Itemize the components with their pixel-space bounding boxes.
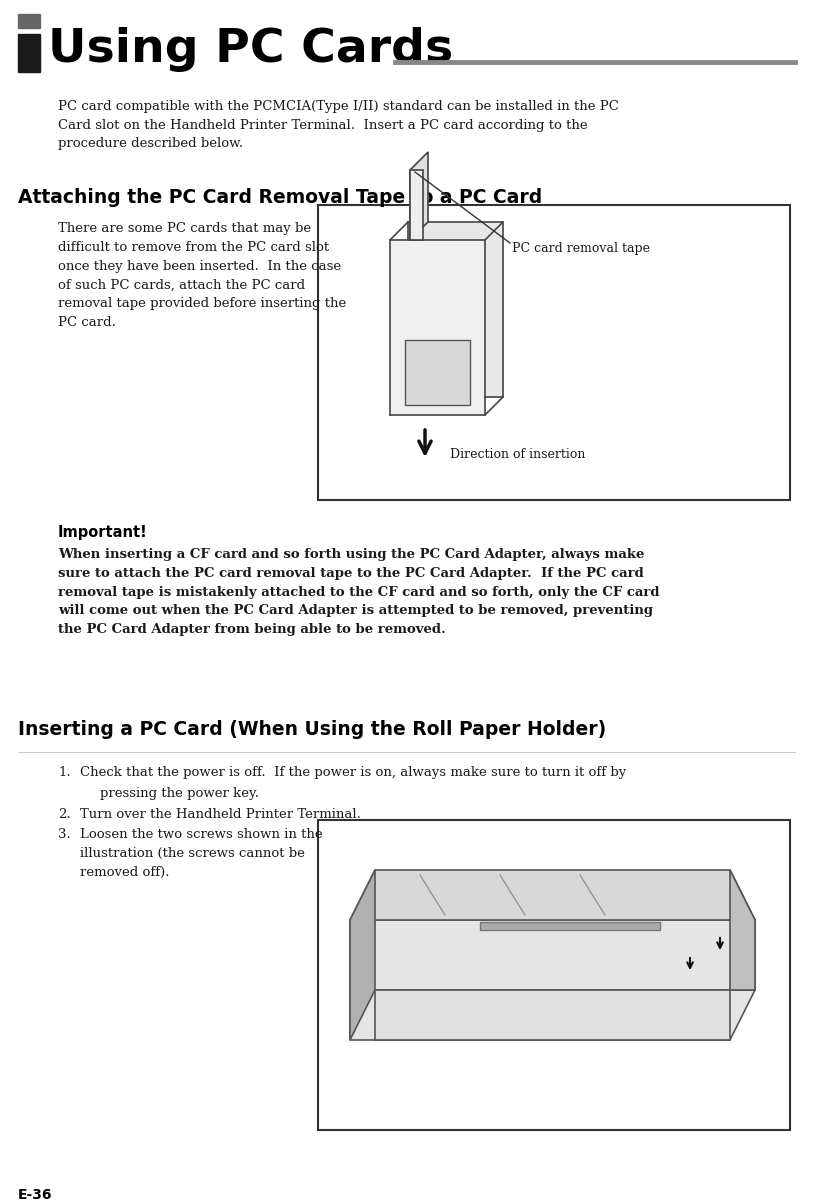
Polygon shape: [350, 920, 755, 1040]
Text: E-36: E-36: [18, 1188, 52, 1202]
Bar: [480, 922, 660, 929]
Text: PC card compatible with the PCMCIA(Type I/II) standard can be installed in the P: PC card compatible with the PCMCIA(Type …: [58, 100, 618, 150]
Polygon shape: [375, 990, 730, 1040]
Text: Turn over the Handheld Printer Terminal.: Turn over the Handheld Printer Terminal.: [80, 808, 361, 821]
Polygon shape: [410, 170, 423, 240]
Text: Inserting a PC Card (When Using the Roll Paper Holder): Inserting a PC Card (When Using the Roll…: [18, 720, 606, 739]
Text: 2.: 2.: [58, 808, 70, 821]
Polygon shape: [408, 222, 503, 397]
Text: Using PC Cards: Using PC Cards: [48, 26, 453, 72]
Polygon shape: [350, 870, 375, 1040]
Text: PC card removal tape: PC card removal tape: [512, 242, 650, 255]
Text: pressing the power key.: pressing the power key.: [100, 787, 259, 799]
Text: 3.: 3.: [58, 828, 71, 842]
Text: Direction of insertion: Direction of insertion: [450, 449, 585, 461]
Text: Attaching the PC Card Removal Tape to a PC Card: Attaching the PC Card Removal Tape to a …: [18, 188, 542, 207]
Bar: [18, 14, 40, 28]
Polygon shape: [405, 340, 470, 405]
Text: Loosen the two screws shown in the
illustration (the screws cannot be
removed of: Loosen the two screws shown in the illus…: [80, 828, 323, 879]
Bar: [18, 34, 40, 72]
Bar: [318, 205, 790, 500]
Polygon shape: [350, 870, 755, 920]
Text: When inserting a CF card and so forth using the PC Card Adapter, always make
sur: When inserting a CF card and so forth us…: [58, 548, 659, 636]
Bar: [318, 820, 790, 1131]
Polygon shape: [410, 152, 428, 240]
Text: 1.: 1.: [58, 766, 70, 779]
Polygon shape: [390, 240, 485, 415]
Polygon shape: [730, 870, 755, 990]
Text: Check that the power is off.  If the power is on, always make sure to turn it of: Check that the power is off. If the powe…: [80, 766, 627, 779]
Text: Important!: Important!: [58, 525, 148, 541]
Text: There are some PC cards that may be
difficult to remove from the PC card slot
on: There are some PC cards that may be diff…: [58, 222, 346, 329]
